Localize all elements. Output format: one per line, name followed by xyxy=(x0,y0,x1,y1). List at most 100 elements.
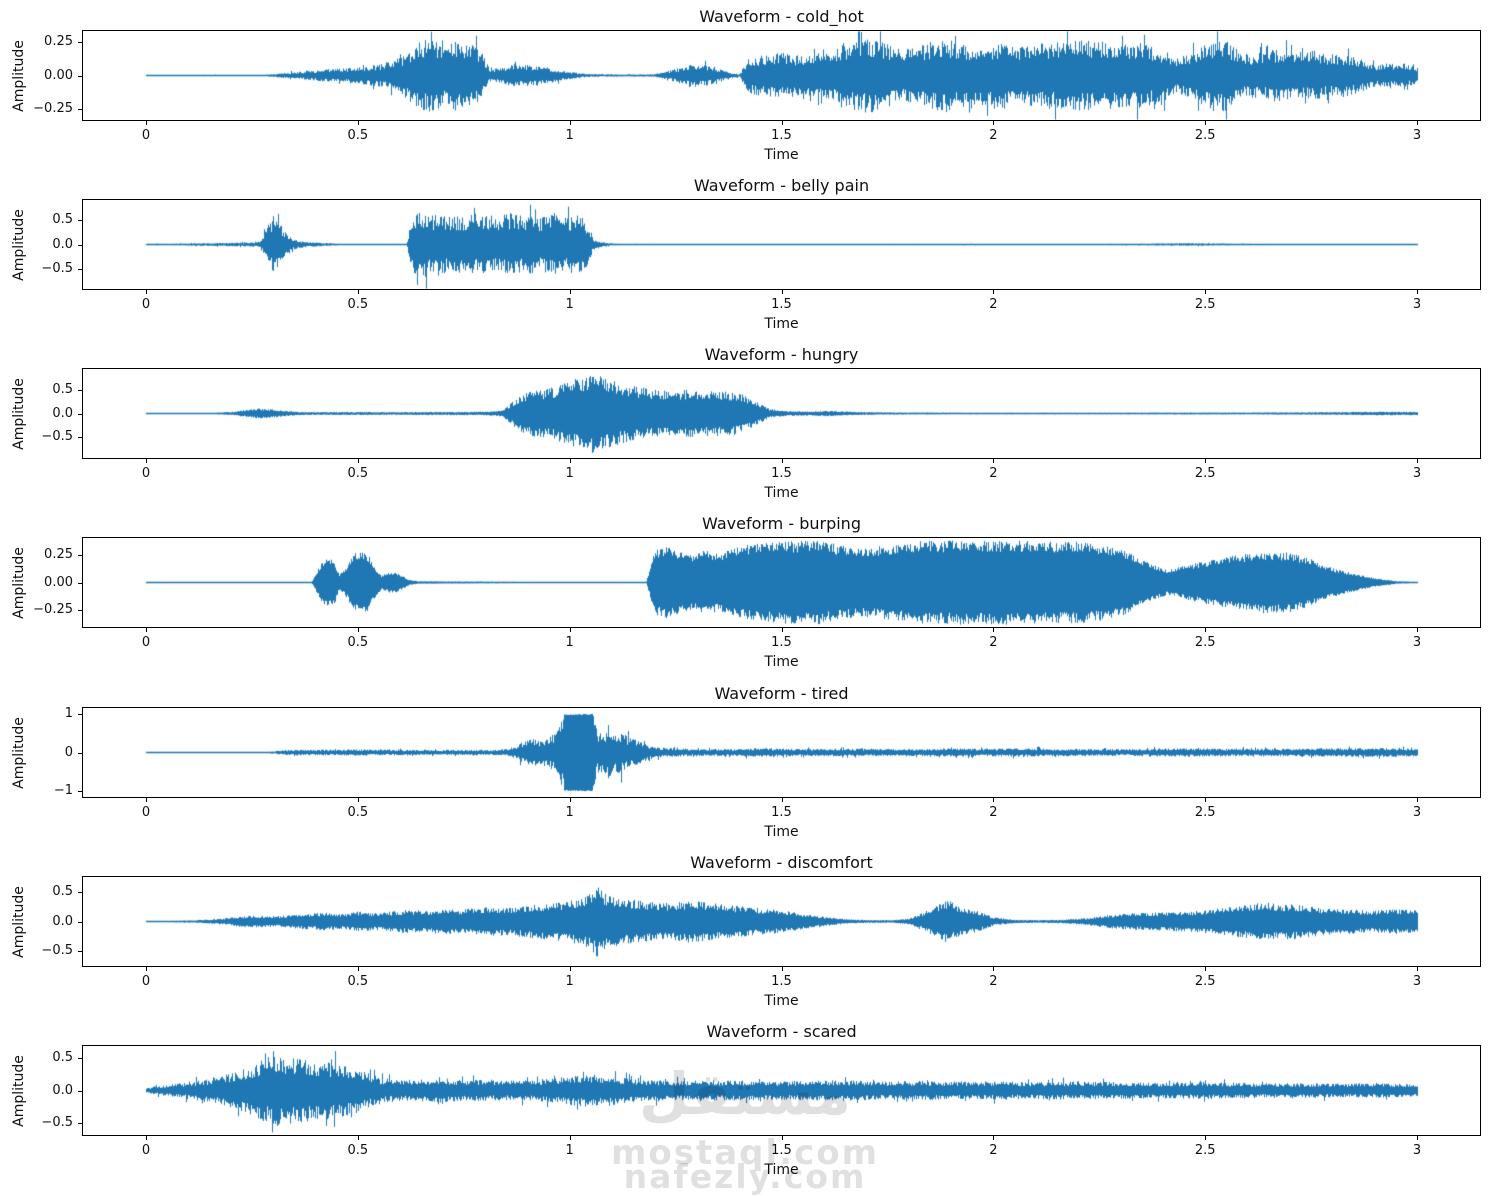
y-tick-label: 0.5 xyxy=(52,1049,73,1065)
x-tick-mark xyxy=(781,459,783,463)
x-tick-label: 0 xyxy=(141,974,151,989)
y-tick-label: 0.0 xyxy=(52,405,73,421)
y-tick-label: −0.5 xyxy=(41,428,73,444)
y-tick-label: 0.00 xyxy=(44,574,73,590)
x-tick-label: 0 xyxy=(141,805,151,820)
y-tick-label: 0.25 xyxy=(44,546,73,562)
plot-area xyxy=(82,1045,1481,1136)
x-tick-label: 2 xyxy=(989,974,998,989)
x-tick-label: 3 xyxy=(1412,297,1422,312)
y-tick-mark xyxy=(78,1123,82,1125)
x-tick-label: 2 xyxy=(989,635,998,650)
y-tick-mark xyxy=(78,1057,82,1059)
y-tick-mark xyxy=(78,752,82,754)
x-tick-label: 2 xyxy=(989,128,998,143)
x-tick-mark xyxy=(146,967,147,971)
subplot-title: Waveform - belly pain xyxy=(693,176,870,195)
x-tick-mark xyxy=(146,628,147,632)
y-tick-label: 1 xyxy=(64,705,73,721)
x-tick-mark xyxy=(1417,459,1418,463)
x-tick-mark xyxy=(993,290,995,294)
y-tick-mark xyxy=(78,1090,82,1092)
x-axis-label: Time xyxy=(764,147,799,163)
x-tick-mark xyxy=(993,459,995,463)
x-tick-label: 1 xyxy=(565,805,574,820)
x-tick-mark xyxy=(1205,798,1207,802)
x-tick-label: 2 xyxy=(989,466,998,481)
x-tick-label: 2 xyxy=(989,1143,998,1158)
x-axis-label: Time xyxy=(764,993,799,1009)
x-tick-mark xyxy=(357,1136,359,1140)
x-tick-mark xyxy=(357,290,359,294)
x-tick-label: 0 xyxy=(141,1143,151,1158)
x-tick-label: 0.5 xyxy=(347,466,369,481)
x-tick-label: 1 xyxy=(565,466,574,481)
subplot-title: Waveform - hungry xyxy=(704,345,859,364)
y-tick-label: −0.5 xyxy=(41,943,73,959)
plot-area xyxy=(82,876,1481,967)
x-tick-mark xyxy=(146,290,147,294)
x-tick-label: 1 xyxy=(565,635,574,650)
x-tick-mark xyxy=(1205,290,1207,294)
x-tick-mark xyxy=(569,459,571,463)
y-tick-label: 0 xyxy=(64,744,73,760)
x-tick-label: 3 xyxy=(1412,635,1422,650)
x-tick-label: 1.5 xyxy=(771,128,792,143)
x-tick-mark xyxy=(146,459,147,463)
x-tick-mark xyxy=(1417,290,1418,294)
x-tick-label: 0 xyxy=(141,297,151,312)
waveform-canvas xyxy=(83,538,1480,627)
x-tick-mark xyxy=(357,459,359,463)
x-tick-mark xyxy=(357,798,359,802)
plot-area xyxy=(82,30,1481,121)
x-tick-label: 2 xyxy=(989,297,998,312)
x-tick-mark xyxy=(1205,628,1207,632)
x-tick-label: 1 xyxy=(565,128,574,143)
x-tick-label: 0 xyxy=(141,466,151,481)
x-tick-mark xyxy=(569,290,571,294)
y-tick-mark xyxy=(78,220,82,222)
y-tick-mark xyxy=(78,610,82,612)
x-tick-mark xyxy=(146,1136,147,1140)
plot-area xyxy=(82,707,1481,798)
y-tick-mark xyxy=(78,244,82,246)
y-tick-label: 0.5 xyxy=(52,382,73,398)
x-tick-label: 1.5 xyxy=(771,805,792,820)
y-tick-label: 0.0 xyxy=(52,1082,73,1098)
y-tick-mark xyxy=(78,436,82,438)
waveform-canvas xyxy=(83,31,1480,120)
x-tick-mark xyxy=(357,967,359,971)
subplot-title: Waveform - tired xyxy=(714,684,849,703)
waveform-canvas xyxy=(83,200,1480,289)
y-tick-mark xyxy=(78,268,82,270)
x-tick-mark xyxy=(781,628,783,632)
waveform-canvas xyxy=(83,708,1480,797)
x-tick-label: 1.5 xyxy=(771,466,792,481)
y-tick-label: −0.25 xyxy=(33,101,73,117)
x-tick-mark xyxy=(357,121,359,125)
x-tick-label: 0.5 xyxy=(347,635,369,650)
x-tick-mark xyxy=(357,628,359,632)
x-tick-mark xyxy=(1205,459,1207,463)
x-tick-mark xyxy=(146,121,147,125)
x-tick-label: 0.5 xyxy=(347,297,369,312)
y-tick-mark xyxy=(78,390,82,392)
x-tick-label: 0.5 xyxy=(347,1143,369,1158)
y-tick-mark xyxy=(78,41,82,43)
x-tick-label: 3 xyxy=(1412,1143,1422,1158)
x-tick-label: 0.5 xyxy=(347,128,369,143)
x-tick-mark xyxy=(569,967,571,971)
x-tick-mark xyxy=(569,798,571,802)
y-tick-mark xyxy=(78,921,82,923)
x-tick-mark xyxy=(993,798,995,802)
subplot-title: Waveform - cold_hot xyxy=(699,7,864,26)
y-tick-label: 0.5 xyxy=(52,212,73,228)
x-tick-mark xyxy=(1417,1136,1418,1140)
x-tick-label: 3 xyxy=(1412,128,1422,143)
x-tick-label: 1.5 xyxy=(771,635,792,650)
x-tick-label: 2.5 xyxy=(1194,1143,1216,1158)
x-tick-mark xyxy=(1417,628,1418,632)
x-tick-label: 2.5 xyxy=(1194,128,1216,143)
x-tick-mark xyxy=(781,967,783,971)
